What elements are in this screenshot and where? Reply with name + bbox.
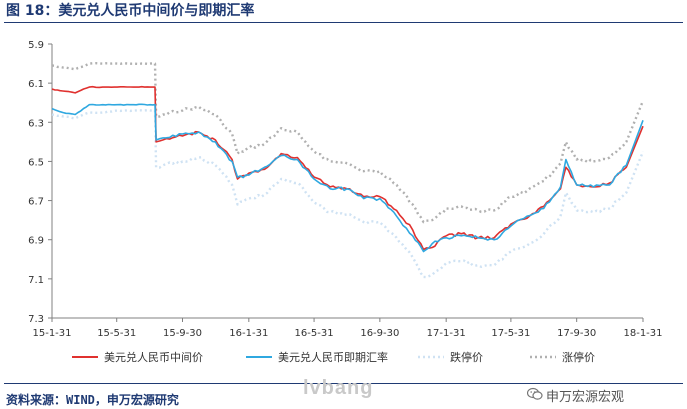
series-line-1 [51, 103, 644, 253]
chart-title: 图 18：美元兑人民币中间价与即期汇率 [6, 3, 255, 19]
y-tick-label: 6.7 [28, 197, 44, 208]
brand-label: 申万宏源宏观 [546, 390, 625, 405]
x-tick-label: 17-1-31 [427, 328, 466, 339]
series-group [51, 62, 645, 279]
y-tick-label: 7.1 [28, 275, 44, 286]
x-tick-label: 16-1-31 [229, 328, 268, 339]
chart-svg: 5.9 6.1 6.3 6.5 6.7 6.9 7.1 7.3 15-1-31 15-5-31 15… [28, 40, 662, 364]
x-tick-label: 15-5-31 [97, 328, 136, 339]
x-tick-label: 18-1-31 [623, 328, 662, 339]
y-tick-label: 7.3 [28, 314, 44, 325]
y-tick-label: 6.9 [28, 236, 44, 247]
x-tick-label: 16-9-30 [360, 328, 399, 339]
legend-label-0: 美元兑人民币中间价 [104, 350, 203, 364]
legend-label-3: 涨停价 [562, 350, 595, 364]
y-tick-label: 6.1 [28, 79, 44, 90]
footer-divider [4, 383, 683, 384]
x-tick-label: 16-5-31 [295, 328, 334, 339]
x-tick-label: 17-9-30 [557, 328, 596, 339]
x-tick-label: 15-9-30 [163, 328, 202, 339]
watermark: lvbang [303, 377, 374, 399]
legend-label-1: 美元兑人民币即期汇率 [278, 350, 388, 364]
x-tick-label: 15-1-31 [32, 328, 71, 339]
wechat-icon [527, 387, 543, 400]
legend-label-2: 跌停价 [450, 350, 483, 364]
source-note: 资料来源：WIND，申万宏源研究 [6, 393, 179, 407]
title-divider [4, 22, 683, 23]
legend: 美元兑人民币中间价 美元兑人民币即期汇率 跌停价 涨停价 [72, 350, 595, 364]
y-tick-label: 6.3 [28, 118, 44, 129]
x-tick-label: 17-5-31 [491, 328, 530, 339]
y-tick-label: 5.9 [28, 40, 44, 51]
y-tick-label: 6.5 [28, 157, 44, 168]
